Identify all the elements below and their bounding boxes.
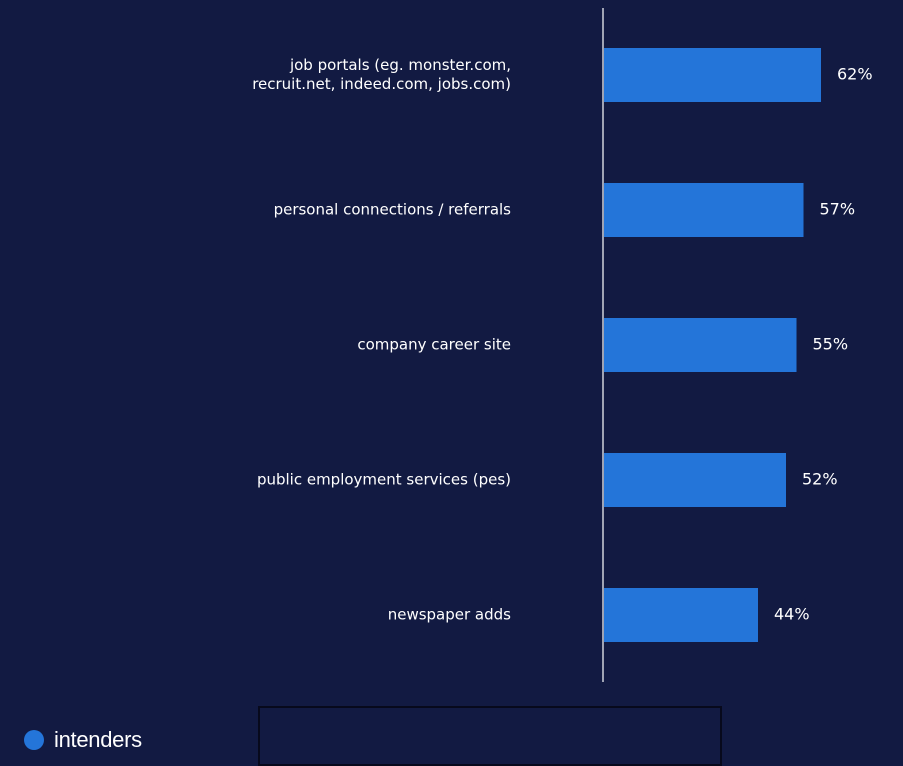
value-label: 52%: [802, 470, 838, 489]
legend-label-intenders: intenders: [54, 727, 142, 752]
bar-chart: 62% job portals (eg. monster.com, recruit.…: [252, 8, 873, 682]
category-label: newspaper adds: [388, 606, 511, 624]
category-label: job portals (eg. monster.com, recruit.net…: [252, 56, 511, 93]
value-label: 57%: [820, 200, 856, 219]
value-label: 44%: [774, 605, 810, 624]
bar: [604, 453, 786, 507]
chart-legend: intenders: [24, 727, 142, 752]
category-label: company career site: [357, 336, 511, 354]
category-label: public employment services (pes): [257, 471, 511, 489]
bar: [604, 183, 804, 237]
bar: [604, 48, 821, 102]
empty-panel: [258, 706, 722, 766]
bar: [604, 588, 758, 642]
bar: [604, 318, 797, 372]
category-label: personal connections / referrals: [274, 201, 512, 219]
value-label: 62%: [837, 65, 873, 84]
legend-swatch-intenders: [24, 730, 44, 750]
value-label: 55%: [813, 335, 849, 354]
